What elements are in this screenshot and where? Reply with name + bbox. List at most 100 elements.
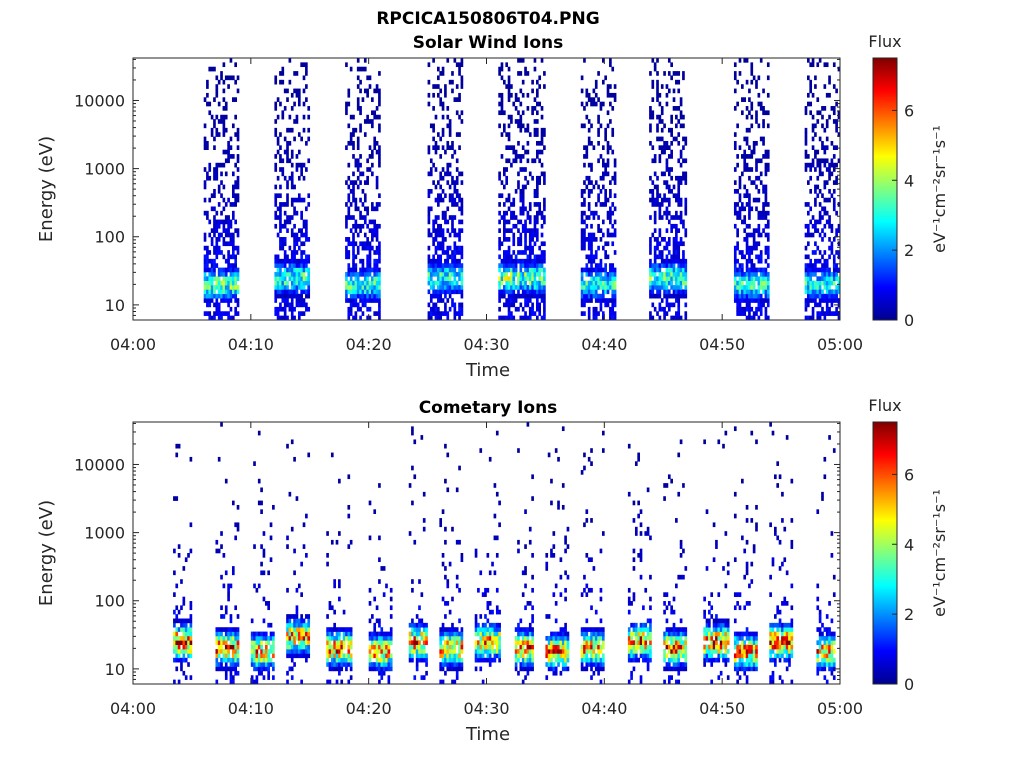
flux-cell — [420, 644, 424, 650]
flux-cell — [371, 666, 374, 672]
flux-cell — [684, 289, 688, 295]
flux-cell — [290, 250, 294, 255]
flux-cell — [295, 114, 299, 120]
flux-cell — [528, 289, 532, 295]
flux-cell — [755, 79, 758, 85]
flux-cell — [804, 267, 808, 273]
flux-cell — [213, 123, 216, 129]
flux-cell — [587, 180, 591, 185]
flux-cell — [752, 289, 756, 295]
flux-cell — [279, 210, 282, 216]
flux-cell — [446, 298, 450, 303]
flux-cell — [441, 662, 445, 667]
flux-cell — [213, 145, 216, 150]
flux-cell — [432, 267, 435, 273]
flux-cell — [288, 653, 292, 659]
flux-cell — [733, 258, 737, 264]
flux-cell — [526, 158, 530, 164]
flux-cell — [521, 189, 525, 194]
flux-cell — [460, 311, 464, 316]
flux-cell — [832, 106, 836, 111]
flux-cell — [361, 202, 365, 207]
flux-cell — [743, 97, 747, 102]
flux-cell — [305, 223, 308, 229]
flux-cell — [507, 306, 511, 312]
flux-cell — [408, 640, 412, 645]
flux-cell — [345, 280, 348, 286]
flux-cell — [269, 557, 273, 563]
flux-cell — [590, 254, 593, 260]
flux-cell — [373, 298, 377, 303]
flux-cell — [300, 293, 303, 299]
flux-cell — [182, 653, 186, 659]
flux-cell — [675, 106, 678, 111]
flux-cell — [295, 276, 299, 281]
flux-cell — [460, 228, 464, 233]
flux-cell — [307, 306, 311, 312]
flux-cell — [189, 456, 193, 462]
flux-cell — [451, 140, 454, 146]
flux-cell — [590, 189, 593, 194]
flux-cell — [651, 285, 655, 290]
flux-cell — [594, 202, 598, 207]
flux-cell — [354, 180, 358, 185]
flux-cell — [434, 271, 438, 277]
flux-cell — [177, 640, 181, 645]
flux-cell — [814, 289, 817, 295]
flux-cell — [517, 171, 520, 177]
flux-cell — [825, 280, 829, 286]
flux-cell — [653, 154, 657, 159]
flux-cell — [460, 79, 464, 85]
flux-cell — [375, 84, 379, 89]
flux-cell — [580, 123, 584, 129]
flux-cell — [451, 202, 454, 207]
flux-cell — [307, 254, 311, 260]
flux-cell — [274, 119, 278, 124]
flux-cell — [759, 180, 763, 185]
flux-cell — [611, 276, 615, 281]
flux-cell — [825, 119, 829, 124]
flux-cell — [821, 193, 824, 199]
flux-cell — [736, 289, 739, 295]
flux-cell — [764, 267, 768, 273]
flux-cell — [451, 627, 454, 632]
flux-cell — [585, 92, 589, 98]
flux-cell — [818, 293, 822, 299]
flux-cell — [672, 258, 676, 264]
flux-cell — [528, 254, 532, 260]
flux-cell — [177, 679, 181, 685]
flux-cell — [255, 640, 259, 645]
flux-cell — [253, 657, 256, 663]
flux-cell — [286, 640, 289, 645]
flux-cell — [828, 189, 831, 194]
flux-cell — [373, 662, 377, 667]
flux-cell — [811, 162, 815, 168]
flux-cell — [222, 119, 226, 124]
flux-cell — [307, 127, 311, 133]
flux-cell — [491, 609, 494, 615]
flux-cell — [540, 232, 544, 238]
flux-cell — [601, 276, 605, 281]
flux-cell — [345, 106, 348, 111]
flux-cell — [215, 114, 219, 120]
flux-cell — [349, 311, 353, 316]
flux-cell — [213, 215, 216, 220]
flux-cell — [503, 219, 506, 225]
flux-cell — [474, 653, 478, 659]
flux-cell — [387, 679, 391, 685]
flux-cell — [300, 285, 303, 290]
flux-cell — [665, 263, 669, 268]
flux-cell — [667, 167, 671, 172]
flux-cell — [437, 75, 440, 81]
flux-cell — [453, 184, 457, 190]
flux-cell — [658, 250, 662, 255]
flux-cell — [302, 223, 306, 229]
flux-cell — [606, 171, 610, 177]
flux-cell — [307, 644, 311, 650]
flux-cell — [267, 640, 270, 645]
flux-cell — [297, 583, 301, 589]
flux-cell — [599, 267, 603, 273]
flux-cell — [297, 237, 301, 242]
flux-cell — [486, 618, 490, 624]
flux-cell — [182, 566, 186, 571]
